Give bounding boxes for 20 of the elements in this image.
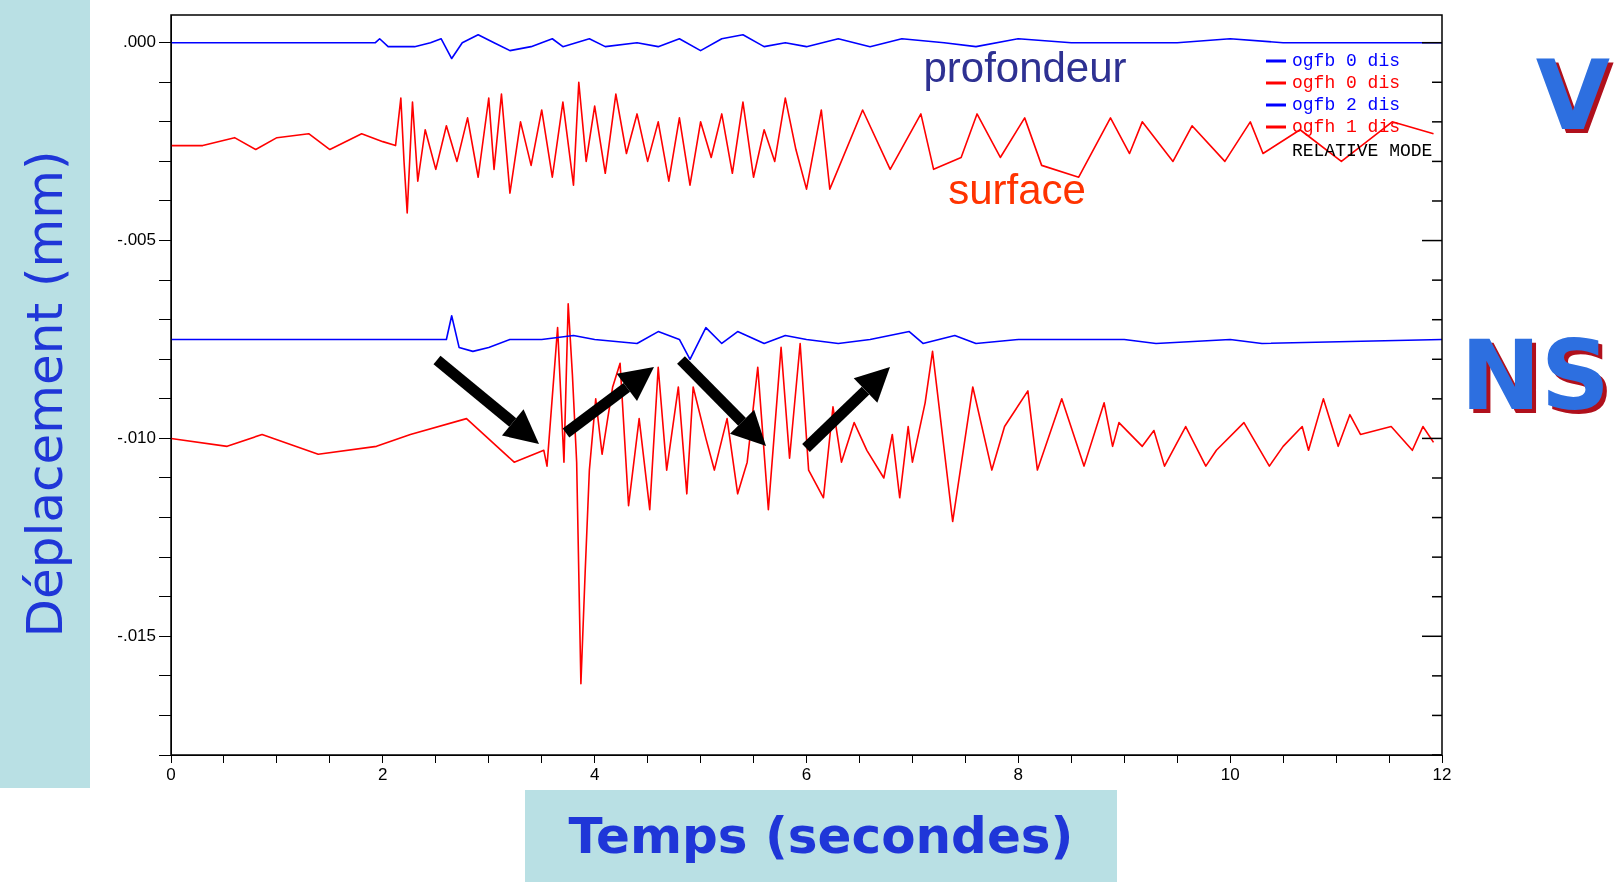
y-tick-label: -.010 bbox=[117, 428, 156, 448]
annotation: surface bbox=[948, 165, 1086, 213]
x-tick-label: 6 bbox=[801, 764, 812, 784]
text: NS bbox=[1460, 320, 1610, 432]
y-tick-label: .000 bbox=[122, 32, 156, 52]
y-axis-title: Déplacement (mm) bbox=[16, 150, 74, 638]
annotation: profondeur bbox=[923, 43, 1127, 91]
x-tick-label: 8 bbox=[1013, 764, 1024, 784]
x-tick-label: 4 bbox=[589, 764, 600, 784]
legend-label: ogfb 2 dis bbox=[1292, 94, 1401, 115]
y-tick-label: -.005 bbox=[117, 230, 156, 250]
text: V bbox=[1535, 40, 1610, 152]
legend-label: ogfb 0 dis bbox=[1292, 50, 1401, 71]
x-tick-label: 10 bbox=[1220, 764, 1240, 784]
x-axis-title: Temps (secondes) bbox=[525, 790, 1117, 882]
x-tick-label: 2 bbox=[378, 764, 388, 784]
x-tick-label: 0 bbox=[166, 764, 176, 784]
y-tick-label: -.015 bbox=[117, 625, 156, 645]
x-tick-label: 12 bbox=[1432, 764, 1452, 784]
legend-label: ogfh 0 dis bbox=[1292, 72, 1401, 93]
